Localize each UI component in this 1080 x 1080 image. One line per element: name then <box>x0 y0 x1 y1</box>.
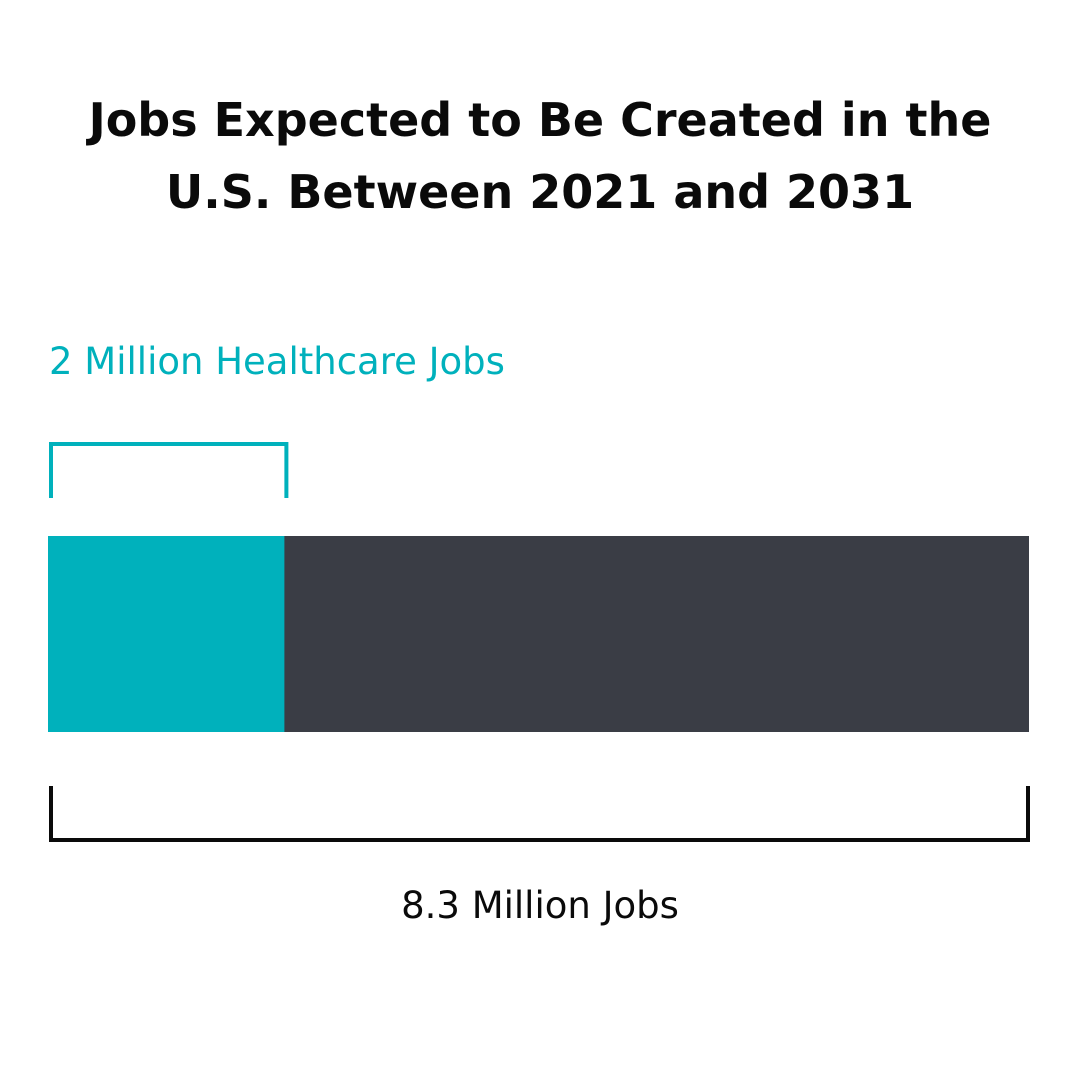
total-jobs-label: 8.3 Million Jobs <box>401 884 679 927</box>
healthcare-jobs-label: 2 Million Healthcare Jobs <box>49 340 505 383</box>
chart-title-line-1: Jobs Expected to Be Created in the <box>88 93 992 147</box>
total-jobs-bracket <box>49 786 1030 842</box>
healthcare-jobs-bracket <box>49 442 289 498</box>
chart-title: Jobs Expected to Be Created in the U.S. … <box>0 84 1080 228</box>
healthcare-jobs-bar <box>48 536 285 732</box>
chart-title-line-2: U.S. Between 2021 and 2031 <box>165 165 915 219</box>
